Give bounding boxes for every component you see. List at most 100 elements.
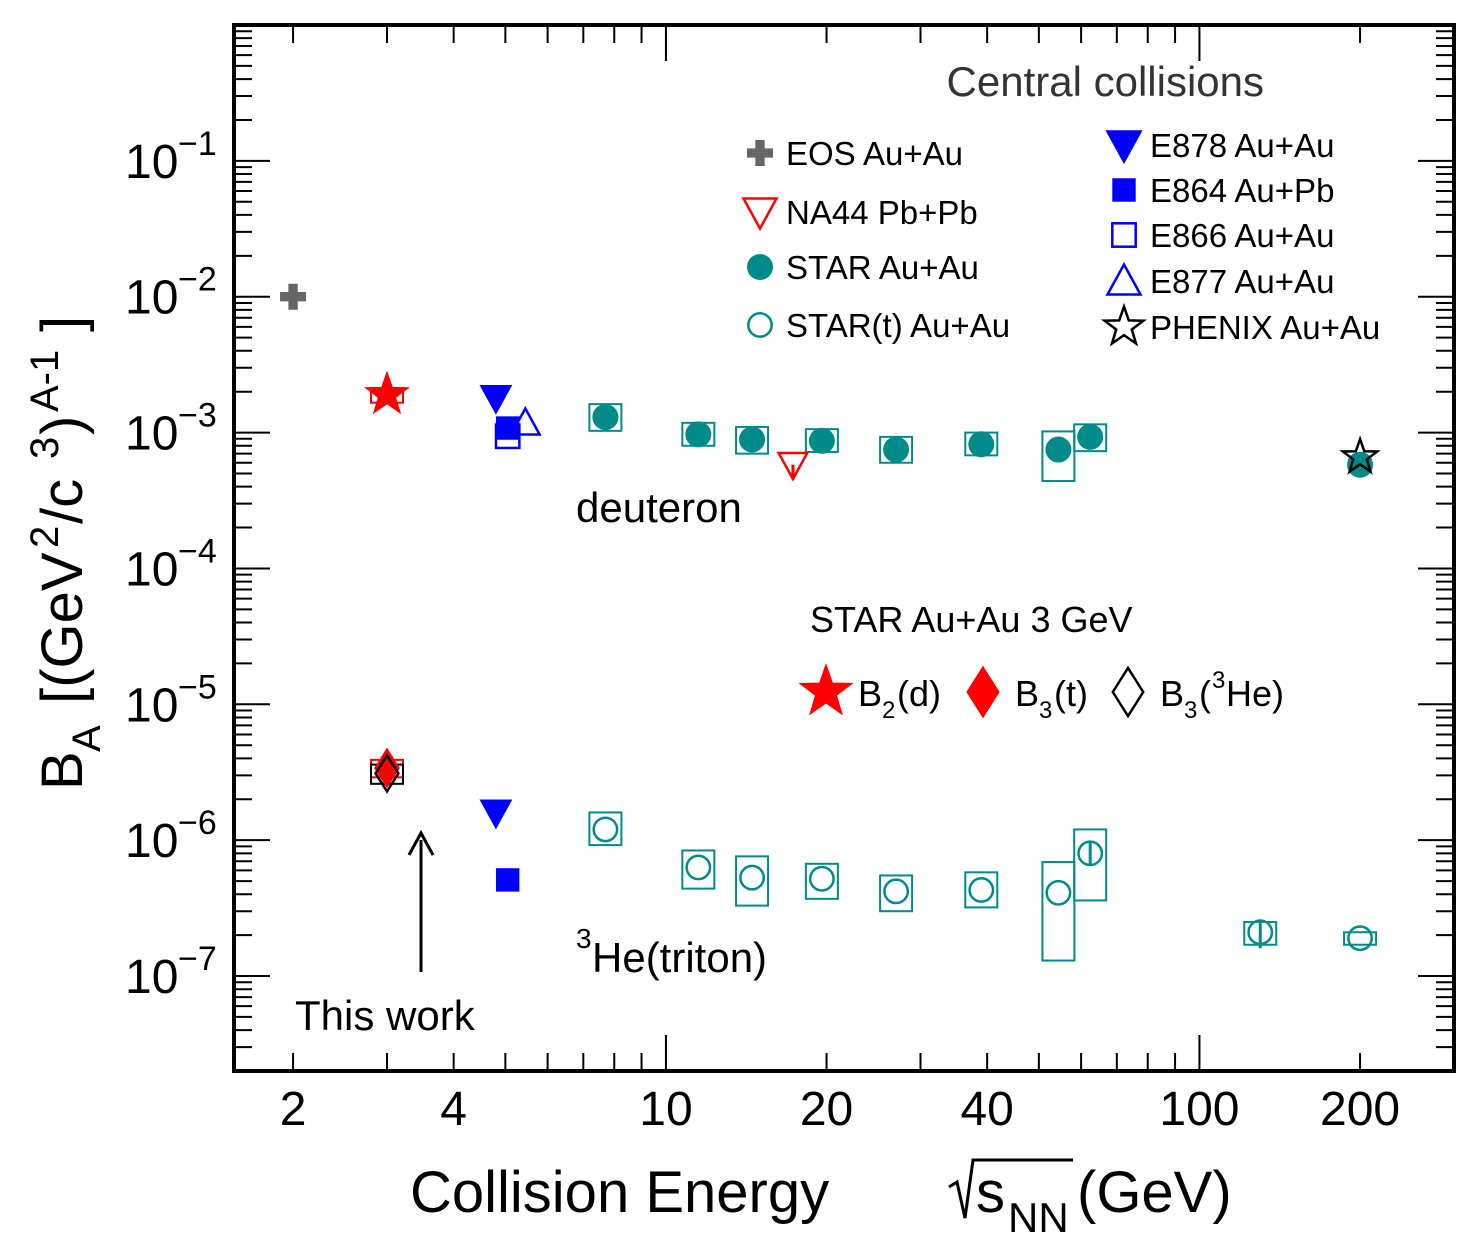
axis-ticks: [234, 24, 1455, 1072]
x-tick-label: 2: [280, 1083, 307, 1136]
x-tick-label: 100: [1159, 1083, 1239, 1136]
star-t-au-au-point: [685, 854, 712, 881]
legend-label-eos-au-au: EOS Au+Au: [786, 135, 963, 172]
x-tick-label: 200: [1320, 1083, 1400, 1136]
y-tick-label-exponent: −1: [178, 125, 217, 163]
star-t-au-au-point: [1077, 840, 1104, 867]
x-tick-labels: 2 4 10 20 40 100 200: [280, 1083, 1400, 1136]
star-au-au-d-point: [1077, 423, 1104, 450]
legend-label-e877-au-au: E877 Au+Au: [1150, 263, 1334, 300]
legend-marker-eos-au-au: [747, 140, 773, 166]
phenix-au-au-point: [1339, 435, 1381, 475]
this-work-legend-sub-b3he: 3: [1184, 697, 1197, 724]
star-t-au-au-sys-box: [588, 811, 623, 847]
e866-au-au-point: [494, 423, 521, 450]
star-t-au-au-sys-box: [681, 849, 716, 890]
this-work-legend-sub-b2d: 2: [882, 697, 895, 724]
y-tick-label-base: 10: [125, 272, 178, 325]
legend-marker-e877-au-au: [1105, 261, 1143, 296]
star-au-au-d-sys-box: [1041, 430, 1076, 483]
star-au-au-d-point: [592, 404, 619, 431]
legend-marker-phenix-au-au: [1100, 302, 1148, 347]
y-tick-label-exponent: −3: [178, 397, 217, 435]
y-tick-label-base: 10: [125, 136, 178, 189]
data-markers: [280, 283, 1381, 952]
this-work-legend-title: STAR Au+Au 3 GeV: [810, 599, 1133, 640]
y-axis-label: B A [(GeV 2 /c 3 ) A-1 ]: [23, 316, 109, 790]
star-t-au-au-point: [883, 878, 910, 905]
star-t-au-au-sys-box: [1041, 861, 1076, 962]
y-axis-label-bsub: A: [65, 725, 109, 752]
star-t-au-au-point: [739, 864, 765, 891]
this-work-legend-rest-b2d: (d): [897, 673, 941, 714]
y-axis-label-sup3: 3: [23, 437, 67, 459]
star-t-au-au-point: [808, 865, 835, 892]
y-axis-label-b: B: [30, 751, 95, 790]
x-tick-label: 40: [960, 1083, 1013, 1136]
y-axis-label-sup2: 2: [23, 526, 67, 548]
y-tick-label-base: 10: [125, 951, 178, 1004]
star-t-au-au-point: [1247, 919, 1274, 946]
chart-title: Central collisions: [947, 58, 1264, 105]
this-work-legend-b-b3t: B: [1015, 673, 1039, 714]
legend-label-star-t-au-au: STAR(t) Au+Au: [786, 307, 1010, 344]
star-au-au-d-point: [1045, 436, 1072, 463]
y-tick-label-exponent: −4: [178, 532, 217, 570]
legend-marker-na44-pb-pb: [741, 197, 779, 232]
annotation-deuteron: deuteron: [576, 484, 742, 531]
star-au-au-d-point: [808, 427, 835, 454]
sqrt-sign: [948, 1158, 1073, 1219]
this-work-legend-sup-b3he: 3: [1212, 667, 1225, 694]
star-au-au-d-point: [685, 421, 712, 448]
x-tick-label: 4: [440, 1083, 467, 1136]
this-work-legend-marker-b3he: [1111, 665, 1145, 719]
y-axis-label-sup-a: A-1: [23, 350, 67, 412]
y-tick-label-exponent: −2: [178, 261, 217, 299]
legend-label-e864-au-pb: E864 Au+Pb: [1150, 172, 1334, 209]
this-work-legend-marker-b2d: [798, 662, 854, 716]
y-tick-label-base: 10: [125, 815, 178, 868]
star-t-au-au-sys-box: [804, 862, 839, 900]
this-work-arrow-head: [407, 829, 435, 856]
b3-t-this-work-point: [374, 747, 400, 789]
star-au-au-d-point: [739, 426, 766, 453]
annotation-helium: He(triton): [592, 934, 767, 981]
legend-label-star-au-au: STAR Au+Au: [786, 249, 979, 286]
e878-au-au-point: [479, 384, 513, 415]
star-t-au-au-point: [1347, 925, 1374, 952]
star-au-au-d-point: [968, 431, 995, 458]
b3-3he-this-work-point: [374, 753, 400, 794]
y-tick-label-exponent: −5: [178, 668, 217, 706]
star-t-au-au-sys-box: [1073, 828, 1108, 902]
legend-marker-e866-au-au: [1111, 222, 1137, 248]
legend-marker-e878-au-au: [1105, 130, 1143, 165]
x-axis-subscript: NN: [1008, 1194, 1069, 1241]
legend-label-na44-pb-pb: NA44 Pb+Pb: [786, 194, 978, 231]
this-work-legend: B 2 (d) B 3 (t) B 3(3 He): [798, 662, 1284, 724]
legend: EOS Au+Au NA44 Pb+Pb STAR Au+Au STAR(t) Au+…: [741, 127, 1380, 347]
x-axis-symbol: s: [976, 1160, 1005, 1225]
y-axis-label-mid: [(GeV: [30, 552, 95, 720]
this-work-legend-rest-b3t: (t): [1054, 673, 1088, 714]
y-tick-label-base: 10: [125, 679, 178, 732]
y-tick-labels: 10−110−210−310−410−510−610−7: [125, 125, 217, 1004]
b2-d-this-work-point: [363, 370, 411, 415]
star-t-au-au-point: [1045, 879, 1072, 906]
star-t-au-au-sys-box: [879, 874, 914, 913]
legend-label-phenix-au-au: PHENIX Au+Au: [1150, 309, 1380, 346]
e877-au-au-point: [508, 405, 542, 436]
legend-marker-star-au-au: [747, 254, 773, 280]
y-axis-label-c: /c: [30, 479, 95, 524]
star-t-au-au-sys-box: [964, 871, 999, 909]
plot-frame: [232, 23, 1456, 1073]
x-tick-label: 10: [639, 1083, 692, 1136]
annotation-helium-sup: 3: [576, 923, 592, 954]
x-axis-unit: (GeV): [1077, 1160, 1232, 1225]
star-t-au-au-point: [968, 877, 995, 903]
legend-marker-e864-au-pb: [1112, 178, 1136, 202]
this-work-legend-rest-b3he: He): [1226, 673, 1284, 714]
y-axis-label-close: ): [30, 416, 95, 435]
this-work-legend-marker-b3t: [966, 665, 1000, 719]
legend-label-e866-au-au: E866 Au+Au: [1150, 217, 1334, 254]
